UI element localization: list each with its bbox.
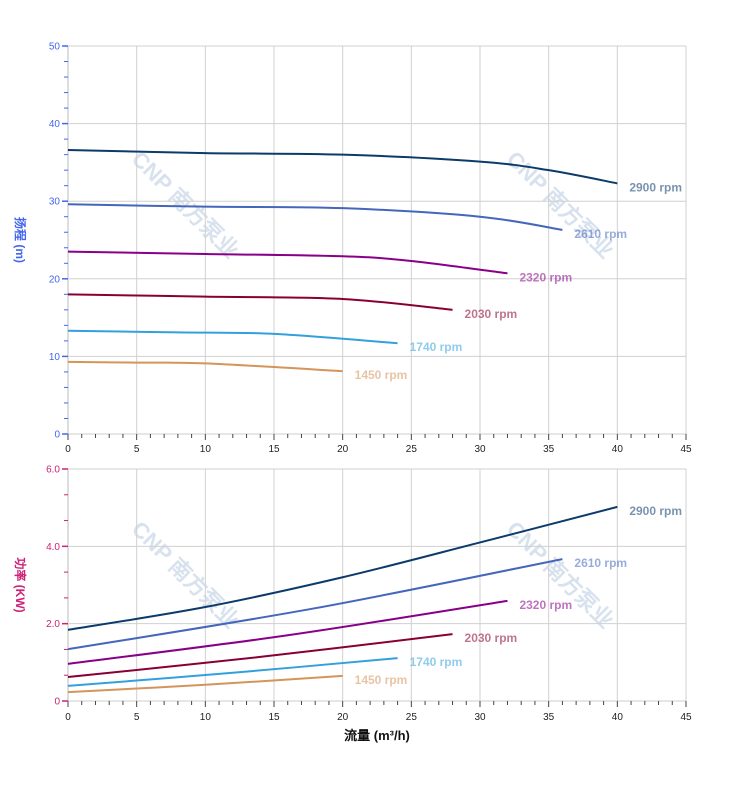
series-label-2900rpm: 2900 rpm [629, 504, 682, 518]
series-label-2610rpm: 2610 rpm [574, 556, 627, 570]
y-tick-label: 0 [54, 430, 60, 441]
x-tick-label: 10 [200, 712, 212, 723]
series-line-2610rpm [67, 203, 563, 231]
watermark-logo: CNP 南方泵业 [502, 516, 619, 633]
x-tick-label: 45 [680, 712, 692, 723]
series-label-1450rpm: 1450 rpm [355, 673, 408, 687]
series-label-2610rpm: 2610 rpm [574, 227, 627, 241]
x-tick-label: 40 [612, 444, 624, 455]
x-tick-label: 0 [65, 444, 71, 455]
y-tick-label: 0 [54, 697, 60, 708]
series-line-2320rpm [67, 599, 508, 665]
series-line-2030rpm [67, 293, 453, 311]
x-tick-label: 40 [612, 712, 624, 723]
x-tick-label: 25 [406, 712, 418, 723]
x-tick-label: 15 [268, 712, 280, 723]
x-tick-label: 45 [680, 444, 692, 455]
series-line-2900rpm [67, 505, 618, 631]
series-line-2610rpm [67, 558, 563, 651]
y-tick-label: 30 [49, 197, 61, 208]
series-line-2900rpm [67, 148, 618, 185]
y-tick-label: 20 [49, 274, 61, 285]
x-axis-title: 流量 (m³/h) [344, 728, 410, 743]
x-tick-label: 35 [543, 444, 555, 455]
y-tick-label: 50 [49, 42, 61, 53]
series-line-1450rpm [67, 360, 343, 373]
x-tick-label: 25 [406, 444, 418, 455]
series-line-1740rpm [67, 329, 398, 345]
watermark-logo: CNP 南方泵业 [502, 146, 619, 263]
series-label-2900rpm: 2900 rpm [629, 180, 682, 194]
y-axis-title: 扬程 (m) [13, 217, 28, 263]
x-tick-label: 15 [268, 444, 280, 455]
series-line-2030rpm [67, 633, 453, 679]
y-tick-label: 4.0 [46, 542, 60, 553]
x-tick-label: 30 [474, 444, 486, 455]
series-line-2320rpm [67, 250, 508, 275]
series-label-2320rpm: 2320 rpm [519, 598, 572, 612]
series-label-1740rpm: 1740 rpm [410, 340, 463, 354]
y-tick-label: 6.0 [46, 465, 60, 476]
x-tick-label: 30 [474, 712, 486, 723]
y-tick-label: 40 [49, 119, 61, 130]
y-tick-label: 10 [49, 352, 61, 363]
x-tick-label: 20 [337, 444, 349, 455]
series-line-1740rpm [67, 657, 398, 687]
y-axis-title: 功率 (KW) [13, 557, 28, 612]
x-tick-label: 35 [543, 712, 555, 723]
watermark-logo: CNP 南方泵业 [127, 516, 244, 633]
series-label-2320rpm: 2320 rpm [519, 270, 572, 284]
series-label-1450rpm: 1450 rpm [355, 368, 408, 382]
y-tick-label: 2.0 [46, 619, 60, 630]
chart-panel-1: 0 5 10 15 20 25 30 35 40 45 0 10 20 30 40 50 扬程 (m) 2900 … [13, 42, 692, 456]
series-line-1450rpm [67, 674, 343, 694]
x-tick-label: 20 [337, 712, 349, 723]
x-tick-label: 5 [134, 712, 140, 723]
series-label-2030rpm: 2030 rpm [465, 307, 518, 321]
series-label-2030rpm: 2030 rpm [465, 631, 518, 645]
x-tick-label: 5 [134, 444, 140, 455]
chart-panel-2: 0 5 10 15 20 25 30 35 40 45 0 2.0 4.0 6.0 功率 (KW) 流量 (m… [13, 465, 692, 744]
x-tick-label: 0 [65, 712, 71, 723]
series-label-1740rpm: 1740 rpm [410, 655, 463, 669]
x-tick-label: 10 [200, 444, 212, 455]
